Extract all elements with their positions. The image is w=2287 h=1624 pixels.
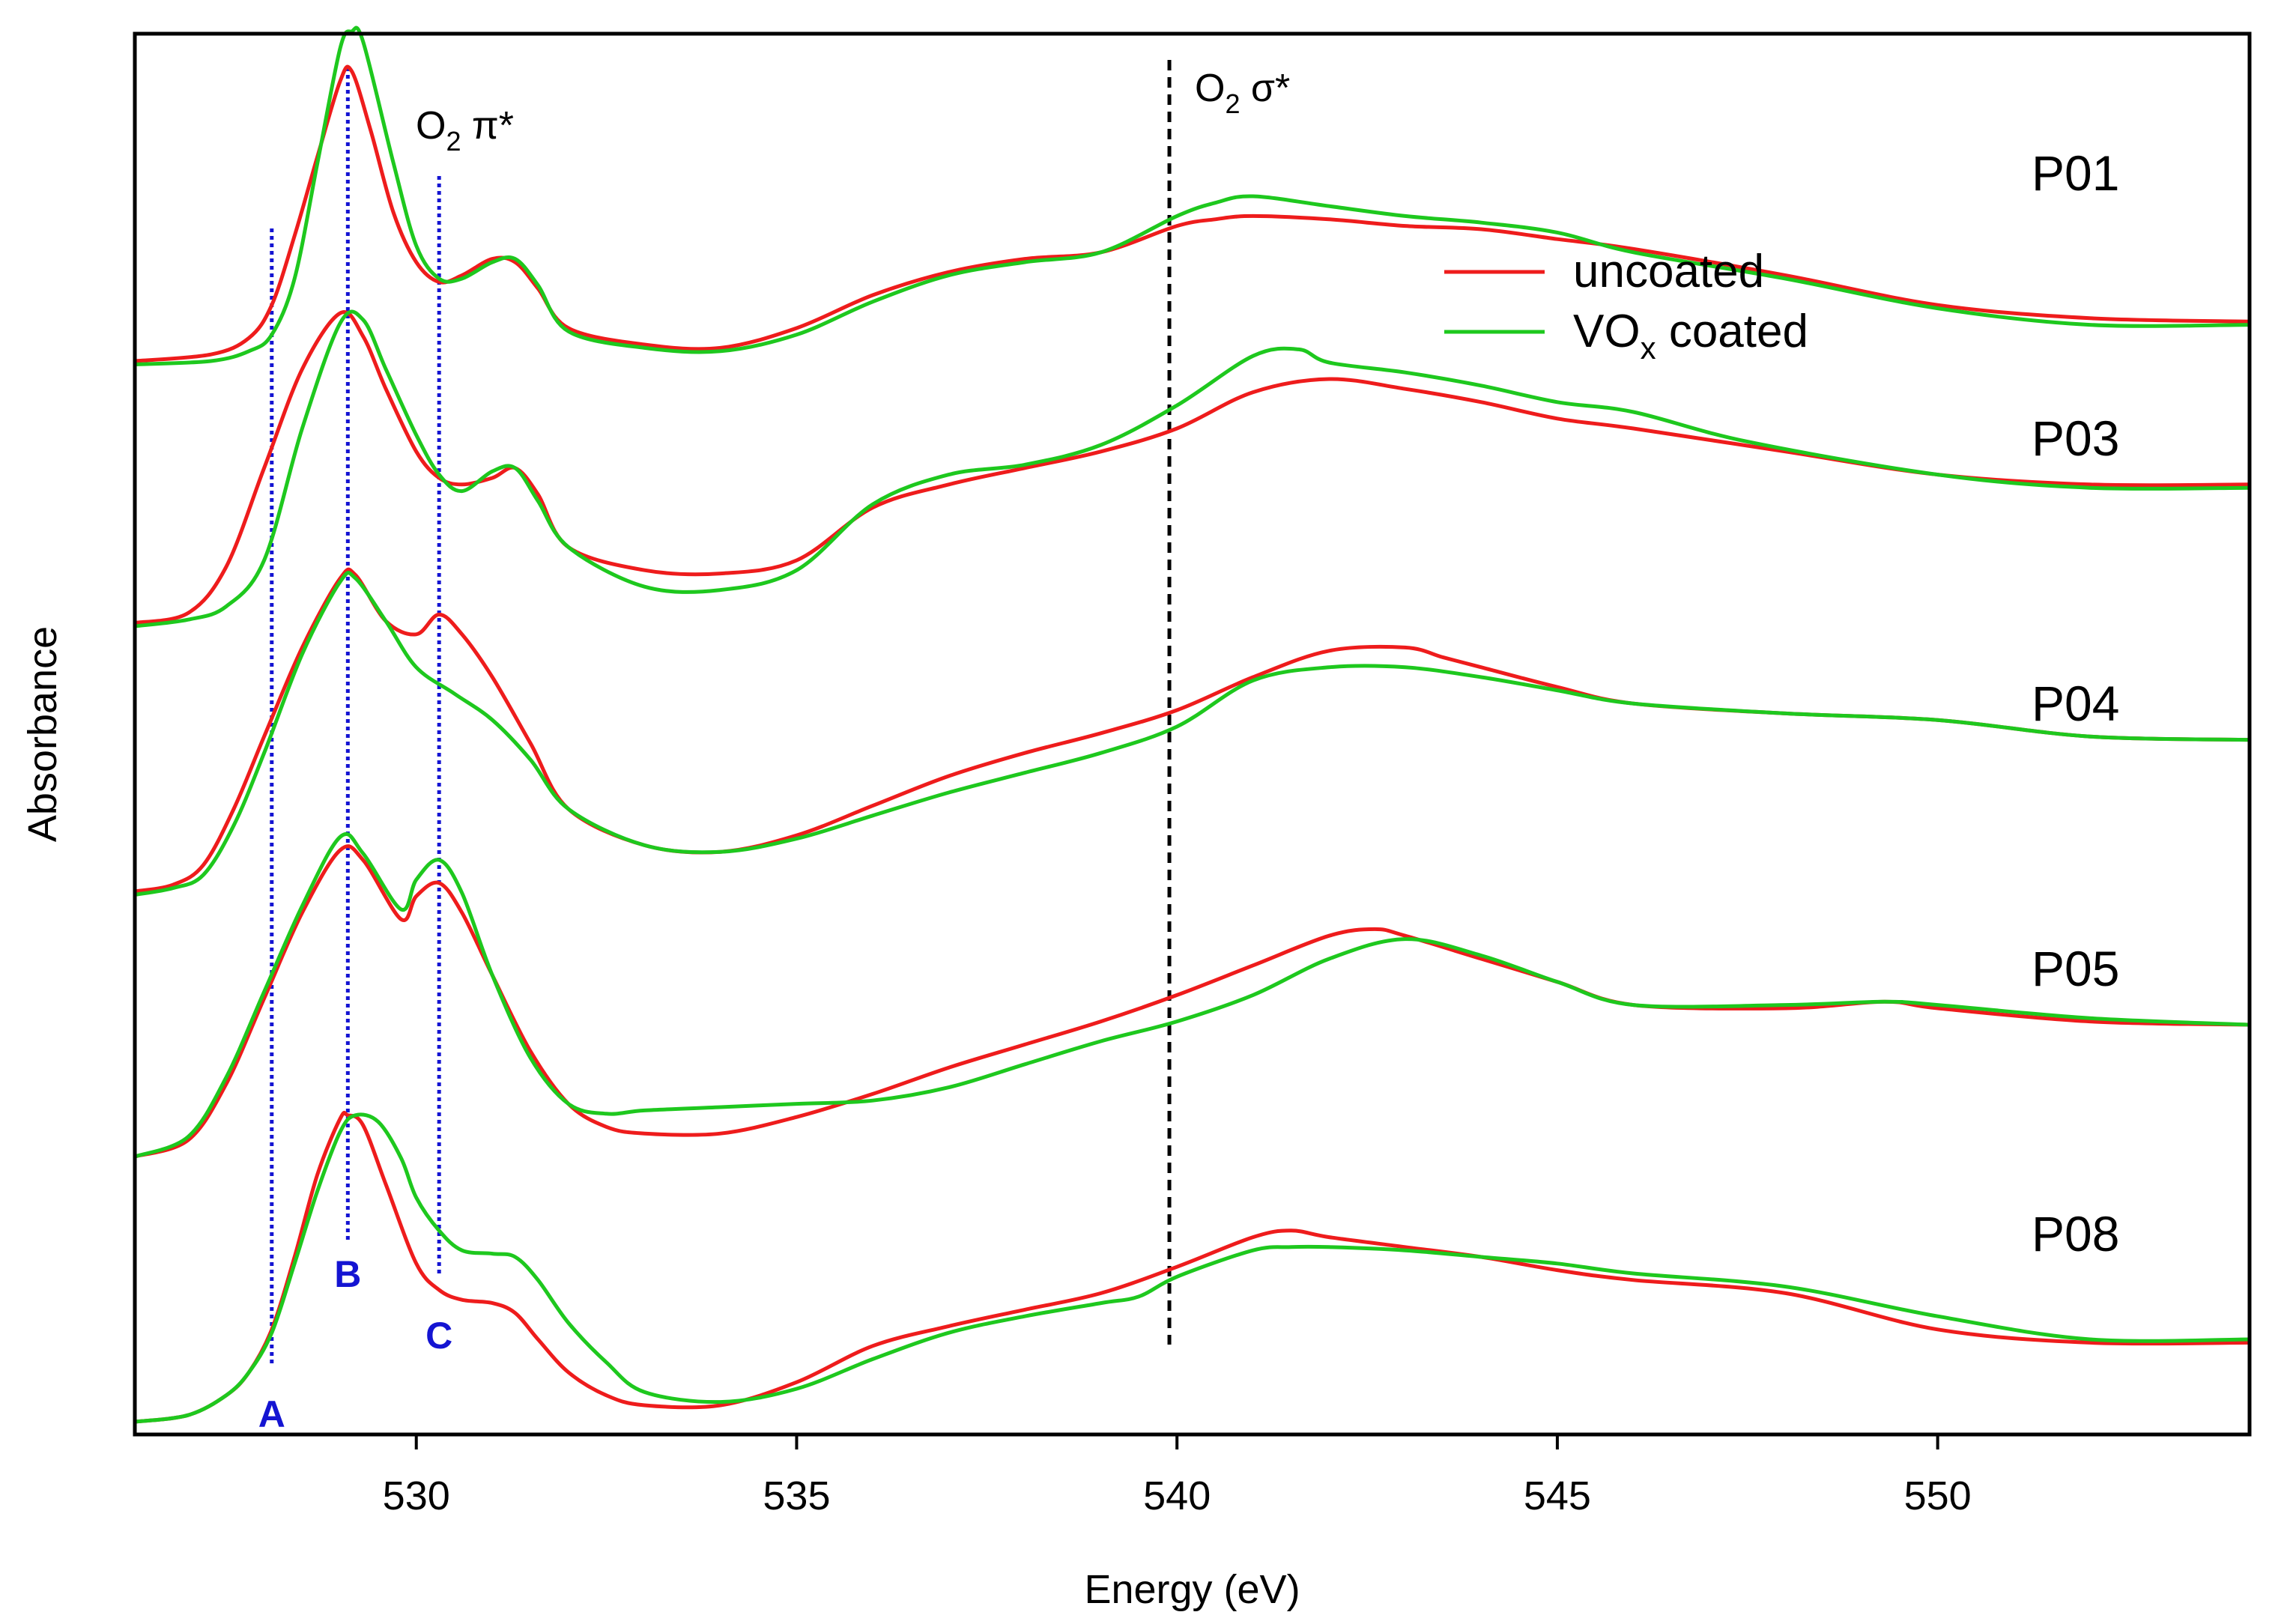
legend-label-1-sub: x xyxy=(1641,330,1656,366)
axes: 530 535 540 545 550 Energy (eV) Absorbance xyxy=(20,31,2252,1612)
sigma-star-label-rest: σ* xyxy=(1240,67,1290,110)
pi-star-label-rest: π* xyxy=(461,104,514,148)
series-line-p08-coated xyxy=(134,1112,2250,1424)
sigma-star-label-sub: 2 xyxy=(1225,88,1240,119)
marker-label-c: C xyxy=(425,1315,452,1357)
x-tick-label-550: 550 xyxy=(1904,1473,1972,1518)
x-tick-label-545: 545 xyxy=(1524,1473,1591,1518)
series-line-p05-coated xyxy=(134,831,2250,1159)
series-line-p08-uncoated xyxy=(134,1110,2250,1424)
series-label-p08: P08 xyxy=(2032,1206,2119,1261)
legend-entry-1: VOx coated xyxy=(1444,306,1808,366)
series-group-p03: P03 xyxy=(134,309,2250,628)
legend-label-0: uncoated xyxy=(1573,246,1764,297)
series-group-p04: P04 xyxy=(134,567,2250,897)
series-label-p04: P04 xyxy=(2032,676,2119,731)
x-tick-label-530: 530 xyxy=(383,1473,450,1518)
series-line-p01-coated xyxy=(134,25,2250,366)
series-label-p03: P03 xyxy=(2032,410,2119,466)
pi-star-label-main: O xyxy=(416,104,446,148)
series-label-p05: P05 xyxy=(2032,941,2119,996)
legend-label-1-main: VO xyxy=(1573,306,1641,357)
legend-label-1: VOx coated xyxy=(1573,306,1808,366)
marker-label-a: A xyxy=(258,1393,285,1435)
series-line-p03-coated xyxy=(134,309,2250,628)
series-line-p03-uncoated xyxy=(134,310,2250,625)
x-tick-label-540: 540 xyxy=(1143,1473,1211,1518)
x-tick-label-535: 535 xyxy=(763,1473,830,1518)
legend-label-1-suffix: coated xyxy=(1656,306,1808,357)
x-axis-label: Energy (eV) xyxy=(1084,1567,1300,1612)
sigma-star-label-main: O xyxy=(1195,67,1225,110)
legend-label-0-main: uncoated xyxy=(1573,246,1764,297)
legend: uncoated VOx coated xyxy=(1444,246,1808,366)
series-line-p04-coated xyxy=(134,571,2250,897)
series-layer: P01 P03 P04 P05 P08 xyxy=(134,25,2250,1424)
y-axis-label: Absorbance xyxy=(20,626,65,842)
series-label-p01: P01 xyxy=(2032,145,2119,201)
series-group-p08: P08 xyxy=(134,1110,2250,1424)
feature-marker-lines xyxy=(270,60,1172,1365)
pi-star-label-sub: 2 xyxy=(446,126,461,157)
sigma-star-label: O2 σ* xyxy=(1195,67,1290,119)
series-group-p05: P05 xyxy=(134,831,2250,1159)
marker-label-b: B xyxy=(334,1253,361,1295)
series-group-p01: P01 xyxy=(134,25,2250,366)
pi-star-label: O2 π* xyxy=(416,104,514,157)
legend-entry-0: uncoated xyxy=(1444,246,1764,297)
plot-frame xyxy=(133,31,2252,1437)
